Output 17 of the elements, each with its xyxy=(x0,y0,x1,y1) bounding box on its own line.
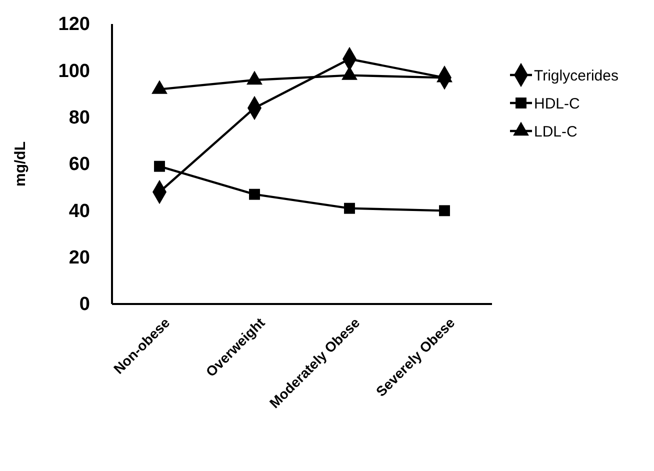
y-axis-title: mg/dL xyxy=(12,142,29,186)
point xyxy=(439,205,450,216)
point xyxy=(152,80,168,94)
legend-label: Triglycerides xyxy=(534,67,618,84)
point xyxy=(344,202,355,214)
legend-label: LDL-C xyxy=(534,123,578,140)
point xyxy=(246,70,262,85)
y-tick-label: 40 xyxy=(68,200,90,222)
y-tick-label: 120 xyxy=(58,14,90,36)
y-tick-label: 60 xyxy=(68,154,90,176)
y-tick-label: 100 xyxy=(58,60,90,82)
y-tick-label: 80 xyxy=(68,107,90,128)
point xyxy=(154,160,165,172)
legend-label: HDL-C xyxy=(534,95,580,112)
point xyxy=(249,188,260,200)
y-tick-label: 20 xyxy=(68,247,90,268)
y-tick-label: 0 xyxy=(79,294,90,316)
